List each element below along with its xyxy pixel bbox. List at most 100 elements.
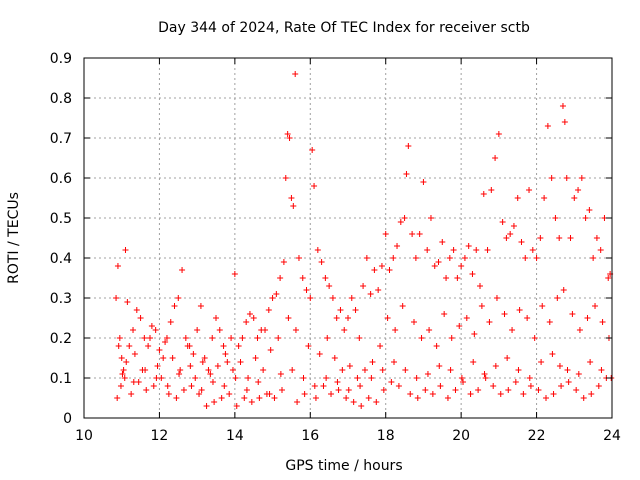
data-point [526, 375, 533, 381]
data-point [148, 323, 155, 329]
data-point [266, 391, 273, 397]
data-point [282, 175, 289, 181]
data-point [350, 399, 357, 405]
data-point [162, 339, 169, 345]
data-point [576, 327, 583, 333]
data-point [113, 295, 120, 301]
data-point [279, 387, 285, 393]
y-tick-label: 0.2 [50, 331, 72, 347]
data-point [128, 391, 135, 397]
data-point [515, 367, 522, 373]
data-point [477, 283, 483, 289]
data-point [418, 335, 425, 341]
data-point [598, 367, 605, 373]
data-point [452, 387, 459, 393]
data-point [518, 239, 525, 245]
data-point [130, 379, 137, 385]
data-point [379, 367, 386, 373]
data-point [246, 311, 253, 317]
data-point [407, 391, 414, 397]
data-point [290, 203, 297, 209]
data-point [307, 295, 314, 301]
data-point [150, 383, 157, 389]
data-point [490, 383, 497, 389]
data-point [516, 307, 523, 313]
data-point [371, 267, 378, 273]
data-point [533, 255, 540, 261]
data-point [156, 347, 163, 353]
data-point [447, 367, 454, 373]
data-point [133, 307, 140, 313]
data-point [309, 147, 316, 153]
data-point [209, 335, 216, 341]
data-point [254, 335, 261, 341]
data-point [233, 403, 240, 409]
data-point [586, 207, 593, 213]
data-point [116, 335, 123, 341]
data-point [346, 363, 353, 369]
data-point [401, 215, 408, 221]
data-point [294, 399, 301, 405]
data-point [165, 391, 172, 397]
data-point [289, 367, 296, 373]
data-point [145, 343, 152, 349]
data-point [160, 355, 167, 361]
data-point [299, 275, 306, 281]
data-point [471, 331, 478, 337]
data-point [565, 379, 572, 385]
data-point [497, 391, 504, 397]
data-point [232, 375, 239, 381]
data-point [280, 259, 287, 265]
data-point [329, 295, 336, 301]
data-point [368, 375, 375, 381]
data-point [443, 275, 450, 281]
data-point [252, 355, 259, 361]
y-tick-label: 0.3 [50, 291, 72, 307]
data-point [537, 235, 544, 241]
data-point [599, 319, 606, 325]
data-point [461, 255, 468, 261]
data-point [262, 327, 269, 333]
x-tick-label: 16 [301, 428, 319, 444]
data-point [503, 235, 510, 241]
data-point [180, 387, 187, 393]
data-point [292, 71, 299, 77]
data-point [470, 359, 477, 365]
data-point [422, 387, 429, 393]
data-point [177, 367, 184, 373]
data-point [122, 247, 129, 253]
data-point [505, 387, 512, 393]
data-point [454, 275, 461, 281]
data-point [207, 371, 214, 377]
data-point [486, 319, 493, 325]
data-point [357, 383, 364, 389]
data-point [587, 359, 594, 365]
data-point [556, 363, 563, 369]
data-point [277, 275, 284, 281]
data-point [522, 255, 529, 261]
data-point [365, 395, 372, 401]
data-point [493, 295, 500, 301]
data-point [558, 383, 565, 389]
data-point [439, 239, 446, 245]
data-point [582, 215, 589, 221]
data-point [554, 295, 561, 301]
data-point [118, 355, 125, 361]
data-point [292, 327, 299, 333]
data-point [367, 291, 374, 297]
data-point [595, 383, 602, 389]
data-point [248, 399, 255, 405]
data-point [197, 303, 204, 309]
data-point [337, 307, 344, 313]
y-tick-label: 0.4 [50, 251, 72, 267]
data-point [527, 383, 534, 389]
data-point [137, 315, 144, 321]
data-point [199, 359, 206, 365]
x-tick-label: 10 [75, 428, 93, 444]
data-point [501, 311, 508, 317]
data-point [526, 187, 533, 193]
data-point [147, 335, 153, 341]
data-point [295, 255, 302, 261]
data-point [463, 315, 470, 321]
data-point [426, 327, 433, 333]
